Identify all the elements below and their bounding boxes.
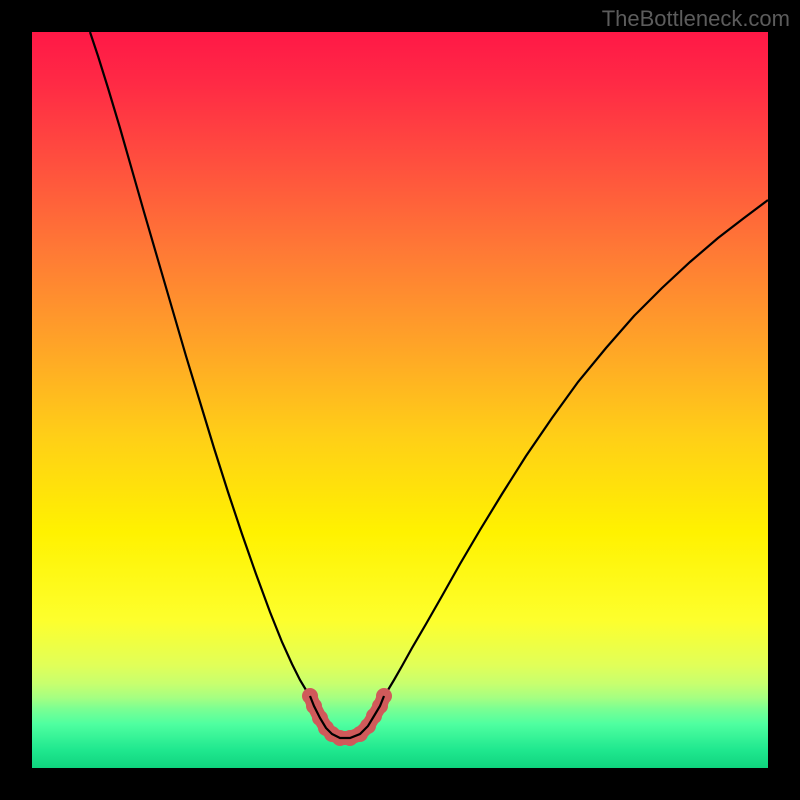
bottleneck-curve <box>32 32 768 768</box>
chart-canvas: TheBottleneck.com <box>0 0 800 800</box>
curve-right-arm <box>384 200 768 696</box>
curve-left-arm <box>90 32 310 696</box>
plot-area <box>32 32 768 768</box>
watermark-text: TheBottleneck.com <box>602 6 790 32</box>
